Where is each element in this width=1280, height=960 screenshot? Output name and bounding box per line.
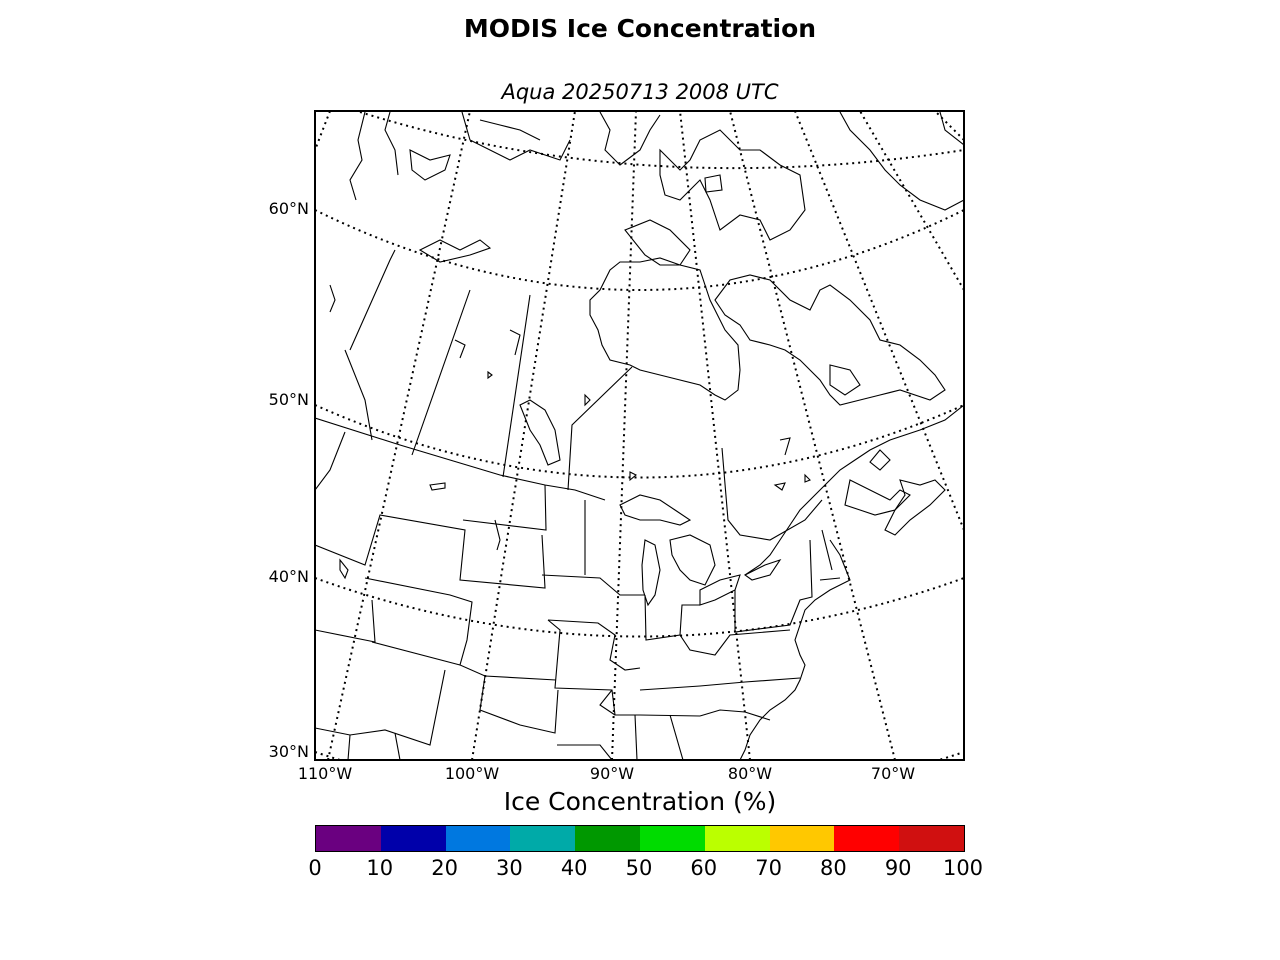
colorbar-segment (316, 826, 381, 851)
colorbar-tick-label: 20 (431, 856, 458, 880)
latitude-gridlines (315, 111, 964, 760)
colorbar-tick-label: 0 (308, 856, 322, 880)
colorbar-segment (899, 826, 964, 851)
lat-label-60n: 60°N (268, 199, 309, 218)
lon-label-70w: 70°W (870, 764, 916, 783)
colorbar-segment (834, 826, 900, 851)
lat-label-40n: 40°N (268, 567, 309, 586)
colorbar-tick-label: 100 (942, 856, 984, 880)
colorbar (315, 825, 965, 852)
lon-label-80w: 80°W (727, 764, 773, 783)
colorbar-segment (704, 826, 770, 851)
colorbar-tick-label: 50 (625, 856, 653, 880)
colorbar-tick-label: 70 (755, 856, 782, 880)
longitude-gridlines (315, 111, 964, 760)
colorbar-label: Ice Concentration (%) (503, 787, 777, 816)
colorbar-tick-label: 90 (884, 856, 912, 880)
colorbar-tick-label: 80 (820, 856, 847, 880)
colorbar-tick-label: 40 (560, 856, 588, 880)
lon-label-90w: 90°W (589, 764, 635, 783)
lon-label-110w: 110°W (297, 764, 353, 783)
coastlines-borders (315, 111, 964, 760)
chart-title: MODIS Ice Concentration (463, 14, 817, 43)
colorbar-tick-label: 10 (366, 856, 394, 880)
colorbar-segment (575, 826, 640, 851)
map-frame (314, 110, 965, 761)
colorbar-tick-label: 60 (690, 856, 718, 880)
colorbar-segment (510, 826, 576, 851)
colorbar-segment (639, 826, 705, 851)
lon-label-100w: 100°W (444, 764, 500, 783)
lat-label-30n: 30°N (268, 742, 309, 761)
colorbar-segment (769, 826, 835, 851)
colorbar-segment (445, 826, 511, 851)
chart-subtitle: Aqua 20250713 2008 UTC (501, 80, 779, 104)
colorbar-tick-label: 30 (496, 856, 523, 880)
colorbar-segment (380, 826, 446, 851)
lat-label-50n: 50°N (268, 390, 309, 409)
